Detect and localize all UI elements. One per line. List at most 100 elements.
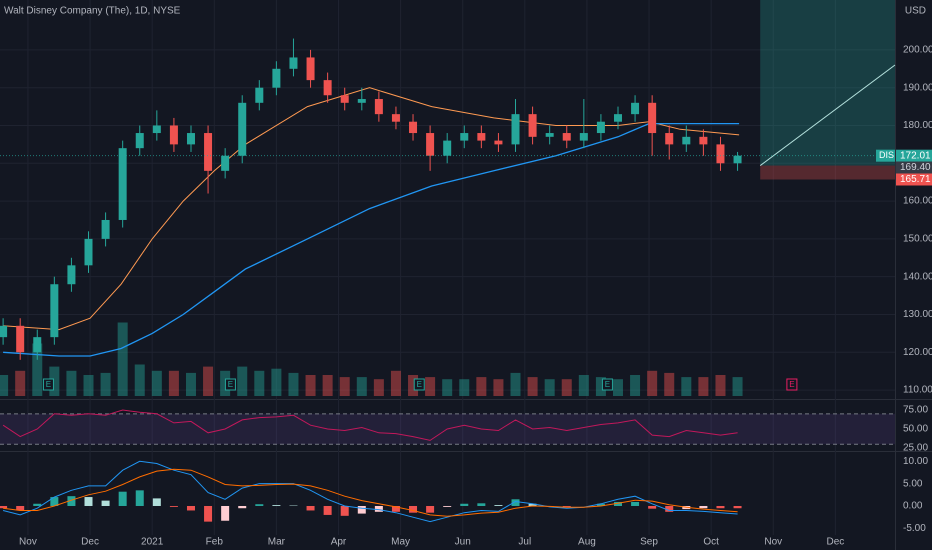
volume-bar (0, 375, 9, 396)
volume-bar (356, 377, 367, 396)
candle-body (477, 133, 486, 141)
macd-histogram-bar (426, 505, 435, 513)
volume-bar (151, 370, 162, 396)
macd-histogram-bar (152, 498, 161, 506)
stop-label: 165.71 (900, 174, 931, 185)
x-tick-label: Jun (455, 537, 471, 548)
macd-histogram-bar (648, 505, 657, 509)
macd-histogram-bar (699, 505, 708, 509)
rsi-tick-label: 50.00 (903, 424, 928, 435)
macd-histogram-bar (169, 505, 178, 507)
candle-body (460, 133, 469, 141)
x-tick-label: Dec (826, 537, 844, 548)
candle-body (152, 125, 161, 134)
macd-histogram-bar (84, 497, 93, 506)
volume-bar (595, 377, 606, 396)
volume-bar (15, 370, 26, 396)
x-tick-label: 2021 (141, 537, 164, 548)
candle-body (323, 80, 332, 96)
y-tick-label: 140.00 (903, 271, 932, 282)
volume-bar (168, 370, 179, 396)
earnings-label: E (228, 380, 233, 389)
volume-bar (664, 372, 675, 396)
volume-bar (185, 372, 196, 396)
volume-bar (305, 375, 316, 396)
macd-histogram-bar (135, 490, 144, 506)
candle-body (135, 133, 144, 149)
last-price-label: 172.01 (900, 150, 931, 161)
projection-line (759, 64, 896, 166)
macd-histogram-bar (716, 505, 725, 509)
candle-body (306, 57, 315, 81)
earnings-marker-upcoming (786, 378, 798, 391)
entry-label: 169.40 (900, 162, 931, 173)
volume-bar (630, 375, 641, 396)
candle-body (340, 95, 349, 103)
candle-body (0, 325, 8, 338)
volume-bar (425, 377, 436, 396)
x-tick-label: Dec (81, 537, 99, 548)
macd-histogram-bar (596, 503, 605, 506)
macd-histogram-bar (443, 505, 452, 507)
y-tick-label: 190.00 (903, 82, 932, 93)
macd-histogram-bar (528, 503, 537, 506)
macd-histogram-bar (16, 505, 25, 511)
macd-histogram-bar (613, 501, 622, 506)
position-stop-zone (760, 165, 895, 180)
y-tick-label: 130.00 (903, 309, 932, 320)
volume-bar (442, 379, 453, 396)
volume-bar (100, 372, 111, 396)
volume-bar (134, 364, 145, 396)
candle-body (272, 68, 281, 88)
x-tick-label: Apr (331, 537, 347, 548)
macd-line (2, 460, 738, 523)
macd-histogram-bar (323, 505, 332, 515)
volume-bar (544, 379, 555, 396)
volume-bar (527, 377, 538, 396)
candle-body (443, 140, 452, 156)
macd-histogram-bar (511, 499, 520, 506)
earnings-marker (601, 378, 613, 391)
macd-histogram-bar (357, 505, 366, 514)
candle-body (118, 148, 127, 220)
earnings-label: E (789, 380, 794, 389)
candle-body (511, 114, 520, 145)
candle-body (682, 136, 691, 145)
candle-body (101, 219, 110, 239)
volume-bar (715, 375, 726, 396)
macd-histogram-bar (272, 505, 281, 506)
volume-bar (254, 370, 265, 396)
candle-body (238, 102, 247, 156)
x-tick-label: Nov (764, 537, 782, 548)
volume-bar (647, 370, 658, 396)
x-tick-label: Nov (19, 537, 37, 548)
volume-bar (117, 322, 128, 396)
y-tick-label: 200.00 (903, 45, 932, 56)
macd-histogram-bar (340, 505, 349, 516)
candle-body (648, 102, 657, 134)
candle-body (716, 144, 725, 164)
macd-histogram-bar (460, 503, 469, 506)
volume-bar (32, 343, 43, 396)
candle-body (562, 133, 571, 141)
volume-bar (493, 379, 504, 396)
candle-body (169, 125, 178, 145)
macd-histogram-bar (255, 504, 264, 506)
macd-histogram-bar (186, 505, 195, 511)
position-target-zone (760, 0, 895, 166)
macd-histogram-bar (374, 505, 383, 512)
x-tick-label: Oct (703, 537, 719, 548)
candle-body (50, 284, 59, 338)
candle-body (255, 87, 264, 103)
macd-histogram-bar (562, 505, 571, 507)
volume-bar (49, 366, 60, 396)
candle-body (186, 133, 195, 145)
macd-histogram-bar (631, 501, 640, 506)
x-tick-label: Feb (206, 537, 224, 548)
macd-tick-label: -5.00 (903, 523, 926, 534)
earnings-label: E (417, 380, 422, 389)
volume-bar (390, 370, 401, 396)
candle-body (545, 133, 554, 137)
